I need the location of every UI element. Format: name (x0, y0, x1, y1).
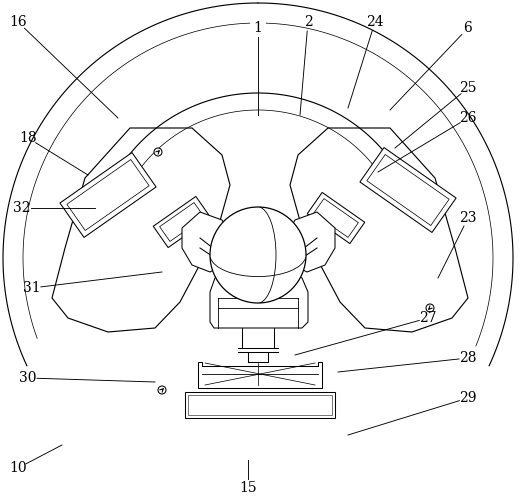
Polygon shape (307, 193, 365, 243)
Text: 30: 30 (19, 371, 37, 385)
Text: 26: 26 (459, 111, 477, 125)
Text: 25: 25 (459, 81, 477, 95)
Polygon shape (182, 212, 235, 272)
Polygon shape (314, 199, 358, 237)
Text: 18: 18 (19, 131, 37, 145)
Text: 24: 24 (366, 15, 384, 29)
Text: 1: 1 (254, 21, 263, 35)
Text: 31: 31 (23, 281, 41, 295)
Circle shape (154, 148, 162, 156)
Circle shape (210, 207, 306, 303)
Text: 6: 6 (464, 21, 472, 35)
Polygon shape (67, 160, 149, 230)
Circle shape (158, 386, 166, 394)
Polygon shape (198, 362, 322, 388)
Text: 28: 28 (459, 351, 477, 365)
Polygon shape (360, 148, 456, 232)
Polygon shape (210, 268, 308, 328)
Text: 2: 2 (304, 15, 313, 29)
Text: 16: 16 (9, 15, 27, 29)
Text: 29: 29 (459, 391, 477, 405)
Polygon shape (188, 395, 332, 415)
Text: 27: 27 (419, 311, 437, 325)
Text: 10: 10 (9, 461, 27, 475)
Polygon shape (282, 212, 335, 272)
Polygon shape (367, 155, 449, 225)
Polygon shape (52, 128, 230, 332)
Polygon shape (160, 203, 204, 241)
Text: 23: 23 (459, 211, 477, 225)
Circle shape (426, 304, 434, 312)
Polygon shape (153, 197, 211, 247)
Text: 15: 15 (239, 481, 257, 495)
Polygon shape (60, 153, 156, 237)
Polygon shape (185, 392, 335, 418)
Text: 32: 32 (13, 201, 31, 215)
Polygon shape (290, 128, 468, 332)
